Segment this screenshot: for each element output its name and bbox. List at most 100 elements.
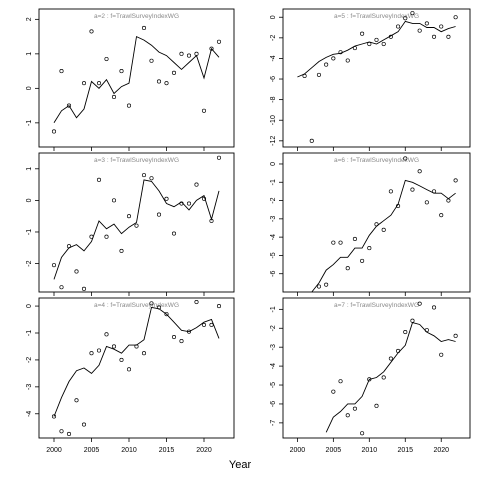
y-tick-label: -6	[270, 270, 277, 276]
y-tick-label: 1	[26, 167, 33, 171]
observed-point	[104, 234, 109, 239]
y-tick-label: -1	[26, 120, 33, 126]
observed-point	[381, 227, 386, 232]
observed-point	[396, 24, 401, 29]
observed-point	[164, 196, 169, 201]
observed-point	[81, 81, 87, 86]
observed-point	[446, 198, 451, 203]
observed-point	[431, 305, 437, 310]
observed-point	[126, 103, 132, 108]
observed-point	[360, 258, 365, 263]
observed-point	[209, 322, 214, 327]
observed-point	[410, 187, 415, 192]
observed-point	[417, 169, 422, 174]
observed-point	[171, 334, 177, 340]
observed-point	[186, 201, 192, 206]
y-tick-label: -4	[270, 234, 277, 240]
observed-point	[96, 81, 102, 86]
observed-point	[89, 29, 94, 34]
observed-point	[360, 31, 365, 36]
observed-point	[345, 58, 350, 63]
observed-point	[156, 79, 162, 84]
fitted-series-line	[297, 20, 456, 78]
observed-point	[367, 246, 372, 251]
observed-point	[51, 129, 57, 134]
observed-point	[309, 138, 314, 143]
observed-point	[446, 34, 451, 39]
fitted-series-line	[53, 306, 220, 417]
panel-title: a=6 : f=TrawlSurveyIndexWG	[334, 157, 419, 164]
observed-point	[134, 223, 139, 228]
y-tick-label: 0	[270, 15, 277, 19]
y-tick-label: -5	[270, 252, 277, 258]
observed-point	[126, 214, 132, 219]
x-tick-label: 2000	[290, 447, 306, 454]
observed-point	[424, 200, 429, 205]
observed-point	[216, 304, 222, 309]
fitted-series-line	[53, 35, 220, 124]
y-tick-label: -8	[270, 96, 277, 102]
observed-point	[453, 15, 458, 20]
observed-point	[164, 81, 169, 86]
observed-point	[316, 72, 322, 77]
observed-point	[403, 330, 408, 335]
y-tick-label: -6	[270, 401, 277, 407]
observed-point	[352, 406, 357, 411]
panel-title: a=5 : f=TrawlSurveyIndexWG	[334, 13, 419, 20]
observed-point	[74, 269, 79, 274]
observed-point	[96, 348, 102, 353]
observed-point	[424, 21, 429, 26]
observed-point	[345, 266, 350, 271]
observed-point	[51, 414, 57, 419]
observed-point	[417, 301, 422, 306]
observed-point	[111, 198, 117, 203]
fitted-series-line	[311, 179, 456, 293]
observed-point	[453, 178, 458, 183]
panel-2: a=5 : f=TrawlSurveyIndexWG -12 -10 -8 -6 -4 -2…	[270, 8, 471, 151]
observed-point	[388, 189, 393, 194]
observed-point	[324, 282, 329, 287]
observed-point	[374, 403, 379, 408]
panel-frame	[282, 152, 471, 293]
observed-point	[179, 339, 184, 344]
y-tick-label: -1	[26, 330, 33, 336]
observed-point	[324, 62, 329, 67]
observed-point	[201, 196, 207, 201]
observed-point	[171, 231, 177, 236]
observed-point	[338, 240, 343, 245]
observed-point	[431, 34, 437, 39]
y-tick-label: -1	[270, 306, 277, 312]
y-tick-label: -2	[26, 357, 33, 363]
x-tick-label: 2015	[159, 447, 175, 454]
observed-point	[149, 58, 154, 63]
observed-point	[111, 94, 117, 100]
y-tick-label: -2	[270, 197, 277, 203]
y-tick-label: 0	[26, 304, 33, 308]
observed-point	[388, 356, 393, 361]
observed-point	[194, 182, 199, 187]
x-tick-label: 2005	[84, 447, 100, 454]
observed-point	[201, 108, 207, 113]
panel-frame	[38, 152, 235, 293]
observed-point	[141, 25, 147, 31]
y-tick-label: -4	[270, 363, 277, 369]
panel-3: a=3 : f=TrawlSurveyIndexWG -2 -1 0 1	[26, 152, 235, 296]
y-tick-label: 0	[26, 198, 33, 202]
observed-point	[316, 284, 322, 289]
observed-point	[331, 389, 336, 394]
observed-point	[453, 333, 458, 338]
panel-frame	[38, 297, 235, 439]
observed-point	[367, 41, 372, 47]
observed-point	[104, 56, 109, 62]
observed-point	[119, 357, 124, 362]
panel-frame	[282, 8, 471, 148]
panel-4: a=6 : f=TrawlSurveyIndexWG -6 -5 -4 -3 -2 -1 0	[270, 152, 471, 296]
observed-point	[89, 351, 94, 356]
panel-1: a=2 : f=TrawlSurveyIndexWG -1 0 1 2	[26, 8, 235, 151]
observed-point	[331, 240, 336, 245]
panel-title: a=3 : f=TrawlSurveyIndexWG	[94, 157, 179, 164]
y-tick-label: -6	[270, 76, 277, 82]
observed-point	[345, 413, 350, 418]
y-tick-label: 0	[270, 162, 277, 166]
y-tick-label: -3	[270, 216, 277, 222]
